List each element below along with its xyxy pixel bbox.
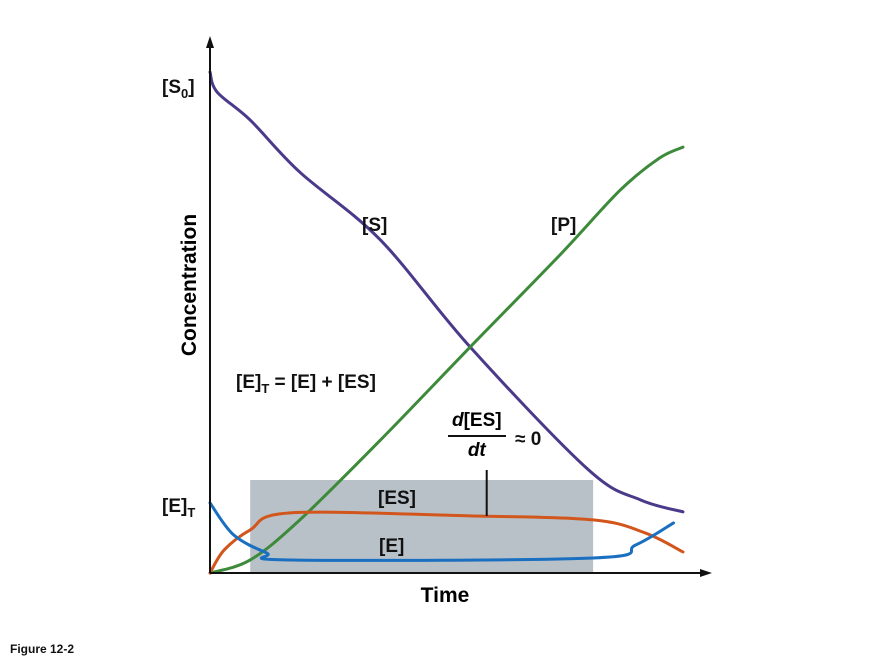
series-label-s: [S]	[362, 215, 388, 236]
steady-state-fraction: d[ES] dt	[448, 410, 506, 462]
steady-state-approx-zero: ≈ 0	[515, 429, 542, 450]
series-line-substrate	[208, 70, 685, 514]
series-label-es: [ES]	[378, 488, 416, 509]
steady-state-region	[250, 480, 594, 573]
x-axis-label: Time	[420, 584, 470, 607]
y-tick-et: [E]T	[162, 496, 196, 520]
series-label-p: [P]	[551, 215, 577, 236]
enzyme-conservation-equation: [E]T = [E] + [ES]	[236, 372, 376, 396]
series-line-enzyme-substrate-complex	[208, 510, 685, 575]
y-axis-label: Concentration	[178, 213, 201, 357]
series-line-free-enzyme	[208, 501, 676, 562]
x-axis-arrow-icon	[700, 569, 712, 577]
y-axis-arrow-icon	[206, 36, 214, 48]
figure-caption: Figure 12-2	[10, 642, 75, 656]
series-line-product	[208, 145, 685, 575]
series-label-e: [E]	[379, 536, 405, 557]
y-tick-s0: [S0]	[162, 77, 195, 101]
